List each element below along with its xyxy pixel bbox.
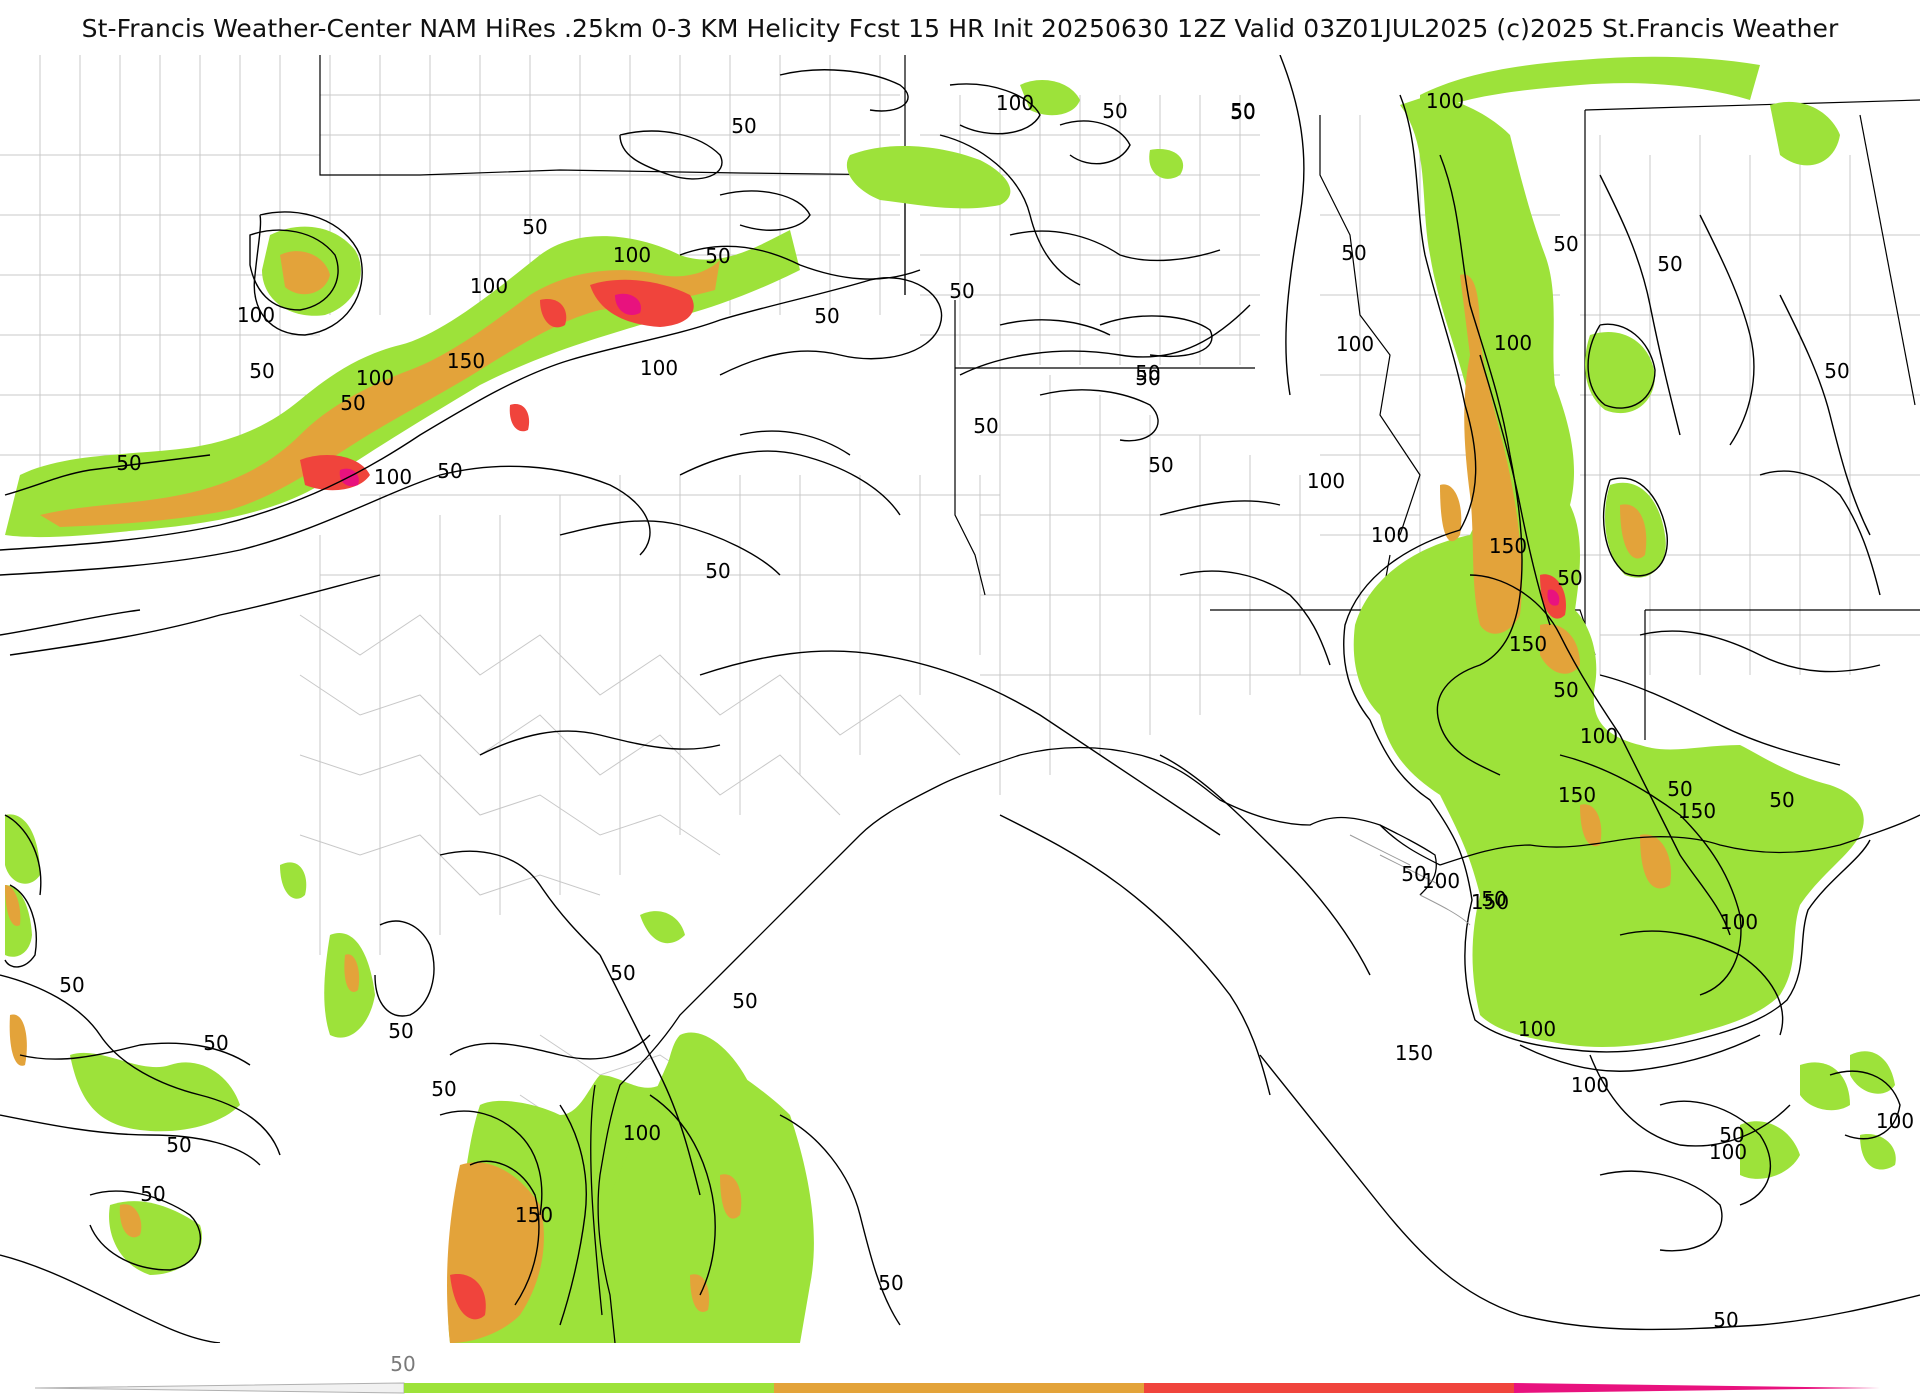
marsh-coast-detail: [1349, 834, 1471, 926]
contour-label: 50: [140, 1182, 165, 1206]
contour-label: 50: [1553, 678, 1578, 702]
contour-label: 50: [1667, 777, 1692, 801]
contour-label: 50: [705, 244, 730, 268]
contour-label: 50: [1481, 887, 1506, 911]
contour-label: 50: [705, 559, 730, 583]
helicity-map: 5010050501005010050100150505010050100100…: [0, 55, 1920, 1343]
contour-label: 100: [1371, 523, 1409, 547]
contour-label: 100: [1307, 469, 1345, 493]
legend-low-triangle: [34, 1382, 405, 1394]
contour-label: 100: [640, 356, 678, 380]
color-legend: 50: [34, 1352, 1880, 1394]
contour-label: 150: [1489, 534, 1527, 558]
contour-label: 100: [996, 91, 1034, 115]
contour-label: 150: [1678, 799, 1716, 823]
contour-label: 50: [1102, 99, 1127, 123]
contour-label: 100: [470, 274, 508, 298]
contour-label: 50: [1719, 1123, 1744, 1147]
contour-label: 50: [59, 973, 84, 997]
contour-label: 50: [610, 961, 635, 985]
contour-labels: 5010050501005010050100150505010050100100…: [59, 89, 1914, 1332]
coastline: [590, 746, 1920, 1343]
contour-label: 50: [1148, 453, 1173, 477]
contour-label: 100: [1709, 1140, 1747, 1164]
contour-label: 50: [522, 215, 547, 239]
contour-label: 50: [878, 1271, 903, 1295]
contour-label: 100: [374, 465, 412, 489]
contour-label: 50: [1341, 241, 1366, 265]
contour-label: 150: [1471, 890, 1509, 914]
legend-segment-4: [1514, 1383, 1880, 1393]
contour-label: 100: [613, 243, 651, 267]
contour-label: 50: [388, 1019, 413, 1043]
map-title: St-Francis Weather-Center NAM HiRes .25k…: [81, 14, 1839, 43]
contour-label: 50: [973, 414, 998, 438]
contour-label: 50: [949, 279, 974, 303]
contour-label: 50: [116, 451, 141, 475]
contour-label: 50: [203, 1031, 228, 1055]
helicity-fill-magenta: [339, 293, 1560, 606]
legend-tick-label-50: 50: [390, 1352, 415, 1376]
contour-label: 100: [623, 1121, 661, 1145]
contour-label: 100: [1580, 724, 1618, 748]
contour-label: 50: [340, 391, 365, 415]
contour-label: 100: [1422, 869, 1460, 893]
contour-label: 100: [1720, 910, 1758, 934]
contour-label: 50: [1135, 361, 1160, 385]
contour-label: 150: [1558, 783, 1596, 807]
contour-label: 50: [249, 359, 274, 383]
contour-label: 100: [356, 366, 394, 390]
contour-label: 50: [1769, 788, 1794, 812]
contour-label: 100: [1876, 1109, 1914, 1133]
contour-label: 50: [437, 459, 462, 483]
contour-label: 150: [447, 349, 485, 373]
helicity-contours: [0, 55, 1920, 1343]
legend-segment-3: [1144, 1383, 1514, 1393]
contour-label: 150: [515, 1203, 553, 1227]
contour-label: 50: [431, 1077, 456, 1101]
contour-label: 100: [1571, 1073, 1609, 1097]
contour-label: 100: [237, 303, 275, 327]
contour-label: 100: [1426, 89, 1464, 113]
legend-segment-2: [774, 1383, 1144, 1393]
contour-label: 150: [1395, 1041, 1433, 1065]
contour-label: 50: [1230, 100, 1255, 124]
contour-label: 50: [1135, 366, 1160, 390]
contour-label: 100: [1494, 331, 1532, 355]
contour-label: 50: [1230, 99, 1255, 123]
legend-segment-1: [404, 1383, 774, 1393]
contour-label: 50: [732, 989, 757, 1013]
contour-label: 50: [1557, 566, 1582, 590]
contour-label: 50: [814, 304, 839, 328]
contour-label: 50: [1553, 232, 1578, 256]
contour-label: 50: [731, 114, 756, 138]
contour-label: 50: [1657, 252, 1682, 276]
contour-label: 100: [1518, 1017, 1556, 1041]
contour-label: 50: [166, 1133, 191, 1157]
contour-label: 50: [1713, 1308, 1738, 1332]
contour-label: 150: [1509, 632, 1547, 656]
contour-label: 50: [1401, 862, 1426, 886]
contour-label: 100: [1336, 332, 1374, 356]
contour-label: 50: [1824, 359, 1849, 383]
